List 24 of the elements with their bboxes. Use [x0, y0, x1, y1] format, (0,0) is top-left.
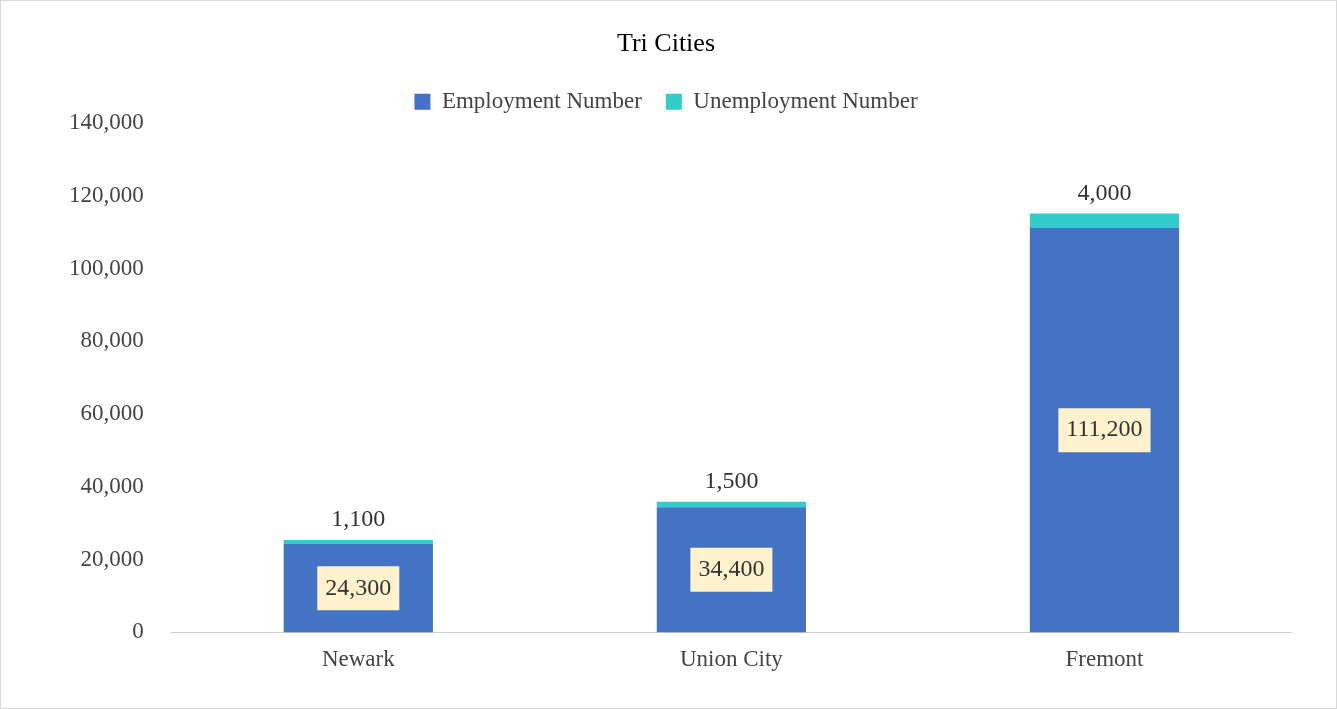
bar	[656, 501, 806, 508]
x-tick-label: Union City	[679, 646, 784, 672]
bar	[283, 540, 433, 545]
y-tick-label: 140,000	[69, 109, 144, 135]
data-label: 4,000	[1077, 178, 1132, 205]
legend-label: Unemployment Number	[693, 87, 918, 113]
x-tick-label: Fremont	[1065, 646, 1145, 672]
data-label: 111,200	[1066, 415, 1143, 442]
y-tick-label: 0	[132, 618, 144, 644]
y-tick-label: 60,000	[80, 400, 144, 426]
data-label: 1,500	[704, 467, 759, 494]
legend-label: Employment Number	[441, 87, 643, 113]
y-tick-label: 40,000	[80, 472, 144, 498]
y-tick-label: 20,000	[80, 545, 144, 571]
data-label: 34,400	[698, 555, 765, 582]
y-tick-label: 120,000	[69, 181, 144, 207]
bar	[1029, 227, 1180, 633]
y-tick-label: 100,000	[69, 254, 144, 280]
bar	[1029, 213, 1180, 228]
data-label: 1,100	[331, 505, 386, 532]
chart-title: Tri Cities	[616, 28, 716, 58]
x-tick-label: Newark	[321, 646, 396, 672]
data-label: 24,300	[325, 573, 392, 600]
y-tick-label: 80,000	[80, 327, 144, 353]
